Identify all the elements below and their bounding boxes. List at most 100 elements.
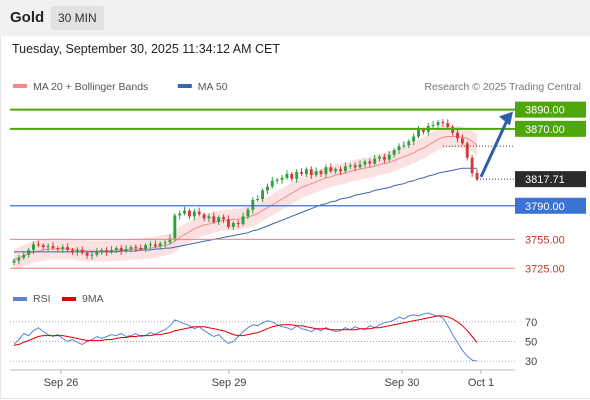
- rsi-legend-swatch: [13, 297, 27, 301]
- candle-body: [343, 166, 347, 172]
- candle-body: [207, 216, 211, 219]
- forecast-arrow: [479, 119, 509, 178]
- candle-body: [144, 245, 148, 250]
- candle-body: [168, 238, 172, 243]
- candle-body: [387, 154, 391, 160]
- candle-body: [95, 251, 99, 255]
- chart-credit: Research © 2025 Trading Central: [424, 81, 581, 93]
- candle-body: [421, 129, 425, 132]
- candle-body: [382, 156, 386, 160]
- timeframe-button[interactable]: 30 MIN: [51, 6, 104, 30]
- candle-body: [465, 143, 469, 158]
- level-3755-00-label: 3755.00: [525, 234, 565, 246]
- ma50-line: [14, 167, 477, 253]
- candle-body: [173, 215, 177, 239]
- candle-body: [407, 141, 411, 146]
- level-3890-00-label: 3890.00: [525, 105, 565, 117]
- candle-body: [417, 129, 420, 137]
- candle-body: [295, 172, 299, 179]
- candle-body: [353, 165, 357, 168]
- rsi-line: [13, 312, 478, 362]
- top-bar: Gold 30 MIN: [0, 0, 590, 36]
- candle-body: [222, 217, 226, 220]
- rsi-ma-legend-label: 9MA: [82, 293, 104, 305]
- asset-name: Gold: [10, 9, 45, 26]
- candle-body: [475, 173, 479, 180]
- candle-body: [456, 132, 459, 139]
- level-3870-00-tag: [515, 120, 586, 137]
- candle-body: [309, 169, 313, 175]
- candle-body: [436, 122, 440, 125]
- candle-body: [378, 156, 381, 159]
- rsi-tick-30: 30: [525, 356, 537, 368]
- candle-body: [275, 179, 279, 181]
- candle-body: [202, 214, 206, 219]
- candle-body: [163, 242, 167, 244]
- candle-body: [22, 254, 26, 258]
- candle-body: [319, 171, 323, 175]
- candle-body: [188, 210, 191, 217]
- candle-body: [358, 164, 362, 168]
- candle-body: [441, 122, 445, 124]
- last-price-label: 3817.71: [525, 174, 565, 186]
- rsi-tick-50: 50: [525, 336, 537, 348]
- candle-body: [470, 157, 474, 174]
- candle-body: [105, 250, 109, 252]
- forecast-arrow-head: [499, 111, 513, 126]
- candle-body: [363, 161, 367, 165]
- candle-body: [402, 145, 406, 147]
- candle-body: [192, 211, 196, 217]
- rsi-ma-legend-swatch: [62, 297, 76, 301]
- candle-body: [183, 210, 187, 214]
- candle-body: [236, 223, 240, 225]
- candle-body: [324, 167, 328, 175]
- candle-body: [392, 150, 396, 155]
- candle-body: [246, 209, 250, 217]
- candle-body: [314, 171, 318, 175]
- rsi-legend-label: RSI: [33, 293, 51, 305]
- x-tick-label: Sep 26: [44, 377, 79, 389]
- candle-body: [124, 249, 128, 251]
- candle-body: [280, 177, 284, 180]
- candle-body: [270, 180, 274, 187]
- candle-body: [114, 248, 118, 250]
- candle-body: [231, 223, 235, 227]
- candle-body: [368, 161, 372, 164]
- candle-body: [36, 244, 40, 246]
- level-3790-00-tag: [515, 197, 586, 214]
- candle-body: [285, 174, 289, 178]
- candle-body: [90, 254, 94, 256]
- level-3725-00-label: 3725.00: [525, 263, 565, 275]
- candle-body: [129, 247, 133, 250]
- timestamp: Tuesday, September 30, 2025 11:34:12 AM …: [12, 42, 280, 56]
- rsi-tick-70: 70: [525, 317, 537, 329]
- candle-body: [431, 125, 435, 126]
- legend-label: MA 20 + Bollinger Bands: [33, 81, 148, 93]
- candle-body: [27, 250, 31, 255]
- candle-body: [46, 246, 50, 248]
- x-tick-label: Oct 1: [468, 377, 494, 389]
- legend-label: MA 50: [198, 81, 228, 93]
- candle-body: [32, 244, 35, 250]
- candle-body: [149, 244, 152, 246]
- candle-body: [119, 248, 123, 251]
- level-3890-00-tag: [515, 101, 586, 118]
- candle-body: [80, 250, 84, 253]
- legend-swatch: [177, 84, 192, 88]
- candle-body: [241, 216, 245, 225]
- candle-body: [66, 247, 70, 250]
- candle-body: [256, 199, 260, 201]
- candle-body: [75, 250, 79, 252]
- candle-body: [178, 213, 182, 216]
- candle-body: [373, 158, 377, 164]
- candle-body: [460, 138, 464, 144]
- candle-body: [261, 190, 265, 200]
- candle-body: [300, 172, 303, 175]
- candle-body: [329, 167, 333, 172]
- candle-body: [134, 247, 138, 249]
- candle-body: [446, 123, 450, 127]
- candle-body: [71, 250, 74, 252]
- x-tick-label: Sep 30: [385, 377, 420, 389]
- candle-body: [334, 169, 338, 172]
